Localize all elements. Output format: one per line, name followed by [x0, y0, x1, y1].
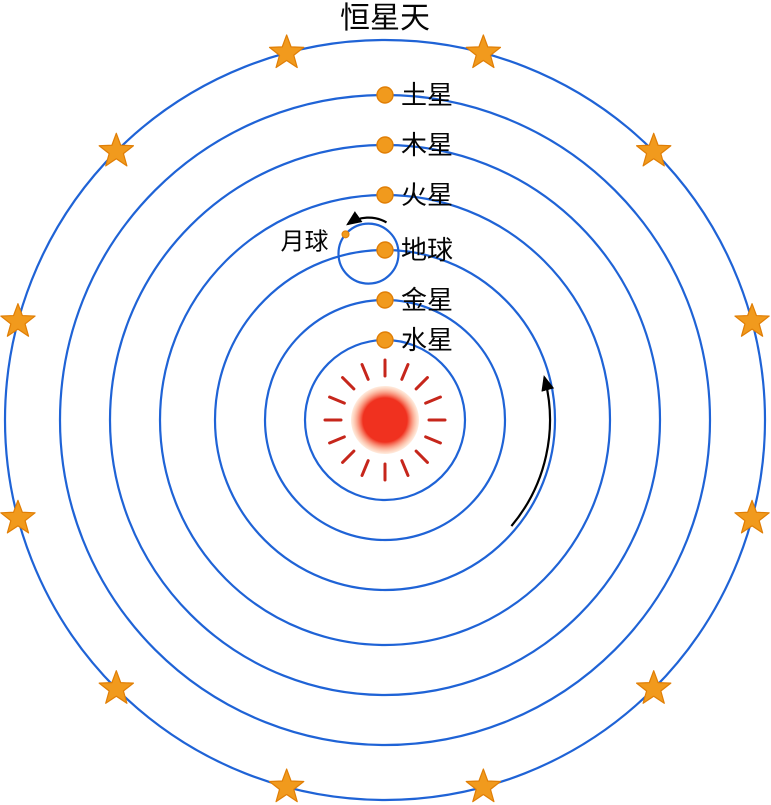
diagram-svg: 水星 金星 地球 月球 火星 木星 土星 恒星天	[0, 0, 771, 805]
label-earth: 地球	[401, 236, 453, 265]
star-icon	[99, 133, 133, 166]
planet-earth	[377, 242, 393, 258]
sun	[351, 386, 419, 454]
sun-ray	[362, 461, 368, 476]
sun-ray	[426, 437, 441, 443]
sun-ray	[416, 451, 427, 462]
moon	[342, 231, 349, 238]
sun-ray	[402, 461, 408, 476]
planet-saturn	[377, 87, 393, 103]
title-stellar-sphere: 恒星天	[340, 2, 430, 35]
star-icon	[1, 304, 35, 337]
planet-venus	[377, 292, 393, 308]
planet-mercury	[377, 332, 393, 348]
star-icon	[270, 35, 304, 68]
star-icon	[735, 304, 769, 337]
sun-ray	[343, 378, 354, 389]
star-icon	[1, 500, 35, 533]
sun-ray	[416, 378, 427, 389]
sun-ray	[330, 397, 345, 403]
sun-ray	[362, 365, 368, 380]
planet-jupiter	[377, 137, 393, 153]
label-mercury: 水星	[401, 326, 453, 355]
label-venus: 金星	[401, 286, 453, 315]
star-icon	[270, 769, 304, 802]
star-icon	[466, 769, 500, 802]
heliocentric-diagram: { "canvas": { "width": 771, "height": 80…	[0, 0, 771, 805]
sun-ray	[402, 365, 408, 380]
sun-ray	[343, 451, 354, 462]
planet-mars	[377, 187, 393, 203]
star-icon	[637, 133, 671, 166]
label-mars: 火星	[401, 181, 453, 210]
label-saturn: 土星	[401, 81, 453, 110]
star-icon	[735, 500, 769, 533]
arrow-planets-orbit	[511, 377, 550, 526]
label-jupiter: 木星	[401, 131, 453, 160]
star-icon	[466, 35, 500, 68]
sun-ray	[330, 437, 345, 443]
label-moon: 月球	[281, 229, 329, 256]
sun-ray	[426, 397, 441, 403]
